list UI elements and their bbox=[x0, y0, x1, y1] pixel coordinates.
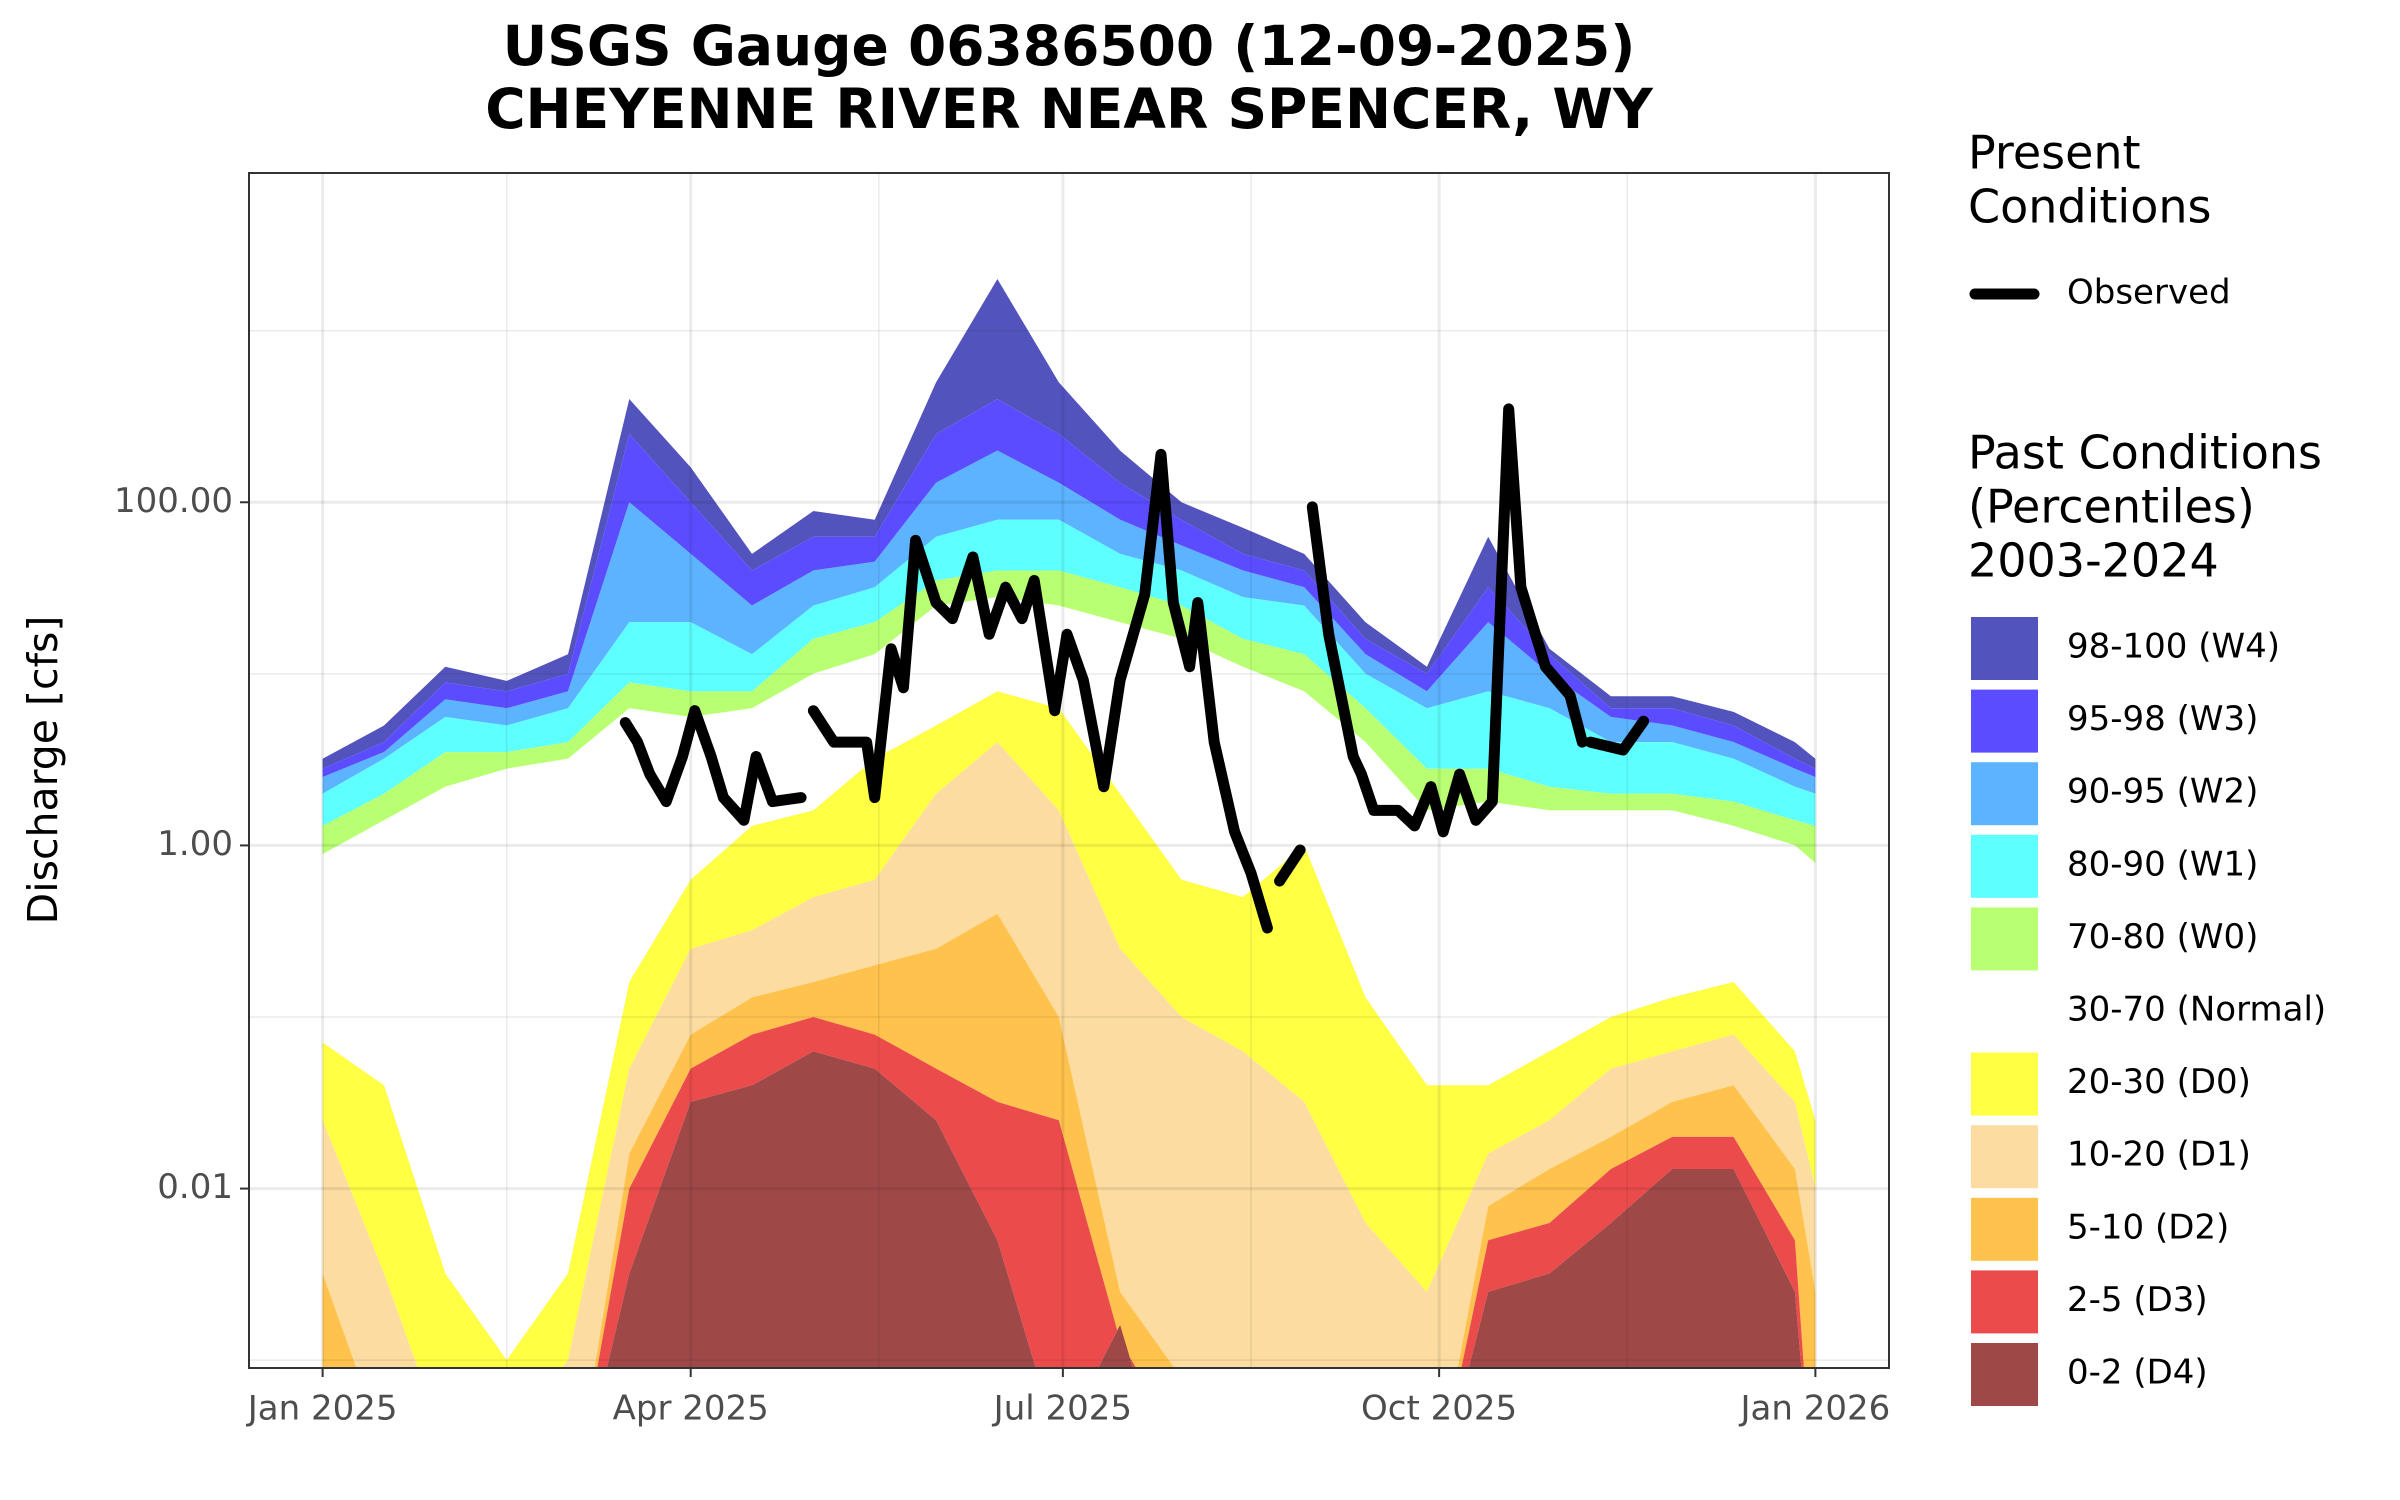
legend-title: Conditions bbox=[1968, 180, 2211, 234]
y-tick-label: 100.00 bbox=[114, 481, 233, 521]
legend-key bbox=[1971, 1125, 2038, 1189]
chart-title: CHEYENNE RIVER NEAR SPENCER, WY bbox=[485, 77, 1654, 141]
percentile-band bbox=[322, 399, 1816, 778]
legend-label: 95-98 (W3) bbox=[2067, 699, 2258, 739]
x-tick-label: Jan 2026 bbox=[1739, 1389, 1891, 1429]
percentile-band bbox=[322, 519, 1816, 826]
legend-label: 80-90 (W1) bbox=[2067, 844, 2258, 884]
legend-title: 2003-2024 bbox=[1968, 534, 2219, 588]
percentile-band bbox=[322, 279, 1816, 769]
legend-key bbox=[1971, 907, 2038, 971]
panel-border bbox=[248, 172, 1890, 1369]
legend-title: Past Conditions bbox=[1968, 426, 2322, 480]
percentile-band bbox=[322, 913, 1816, 1368]
legend-title: Present bbox=[1968, 126, 2141, 180]
legend-label: 0-2 (D4) bbox=[2067, 1353, 2208, 1393]
legend-label: 20-30 (D0) bbox=[2067, 1062, 2251, 1102]
y-axis-label: Discharge [cfs] bbox=[19, 616, 67, 925]
legend-label: 10-20 (D1) bbox=[2067, 1135, 2251, 1175]
y-tick-label: 0.01 bbox=[157, 1167, 233, 1207]
percentile-band bbox=[322, 691, 1816, 1368]
legend-label: 98-100 (W4) bbox=[2067, 627, 2280, 667]
legend-label: 5-10 (D2) bbox=[2067, 1207, 2229, 1247]
percentile-band bbox=[322, 450, 1816, 794]
legend-key bbox=[1971, 762, 2038, 826]
legend-key bbox=[1971, 1052, 2038, 1116]
observed-lines bbox=[619, 403, 1650, 934]
percentile-band bbox=[597, 1017, 1804, 1368]
legend-key bbox=[1971, 834, 2038, 898]
chart-title: USGS Gauge 06386500 (12-09-2025) bbox=[503, 14, 1636, 78]
percentile-band bbox=[322, 597, 1816, 1361]
legend-label: 30-70 (Normal) bbox=[2067, 990, 2326, 1030]
percentile-band bbox=[322, 742, 1816, 1368]
legend-label: 70-80 (W0) bbox=[2067, 917, 2258, 957]
legend-key bbox=[1971, 689, 2038, 753]
legend-key bbox=[1971, 1343, 2038, 1406]
percentile-band bbox=[322, 570, 1816, 863]
legend-label: 90-95 (W2) bbox=[2067, 772, 2258, 812]
x-tick-label: Jul 2025 bbox=[992, 1389, 1132, 1429]
legend-label: Observed bbox=[2067, 273, 2231, 313]
legend-key bbox=[1971, 1197, 2038, 1261]
legend-key bbox=[1971, 980, 2038, 1043]
legend-key bbox=[1971, 617, 2038, 680]
legend-label: 2-5 (D3) bbox=[2067, 1280, 2208, 1320]
x-tick-label: Apr 2025 bbox=[613, 1389, 769, 1429]
observed-line bbox=[619, 403, 1650, 934]
x-tick-label: Oct 2025 bbox=[1361, 1389, 1517, 1429]
plot-area bbox=[322, 279, 1816, 1368]
y-tick-label: 1.00 bbox=[157, 824, 233, 864]
x-tick-label: Jan 2025 bbox=[246, 1389, 398, 1429]
percentile-band bbox=[606, 1051, 1802, 1368]
legend-key bbox=[1971, 1270, 2038, 1334]
legend-title: (Percentiles) bbox=[1968, 480, 2255, 534]
